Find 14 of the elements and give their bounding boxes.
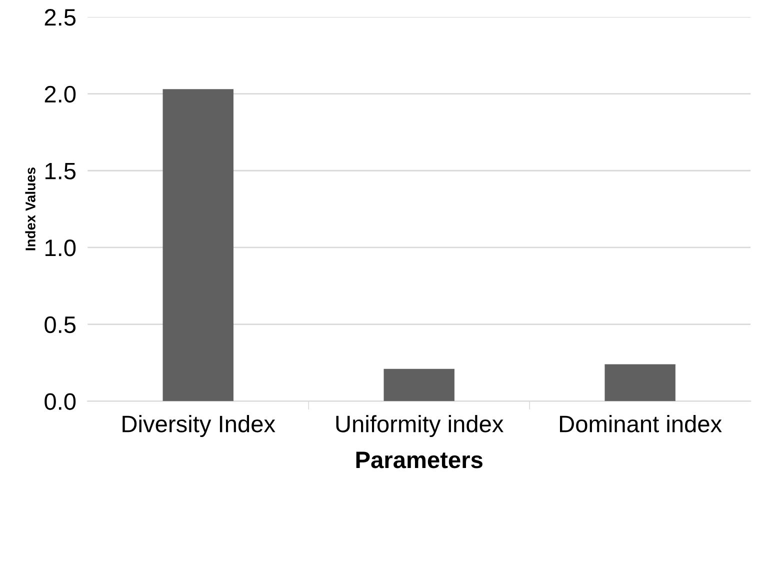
- y-tick-label: 0.5: [44, 316, 76, 334]
- y-tick-label: 1.0: [46, 240, 76, 256]
- bar: [384, 368, 454, 402]
- x-tick-label: Diversity Index: [122, 415, 276, 438]
- y-tick-label: 2.0: [44, 86, 76, 103]
- x-tick-label: Uniformity index: [336, 415, 504, 438]
- bar: [604, 364, 676, 402]
- y-tick-label: 0.0: [44, 393, 76, 410]
- x-axis-title: Parameters: [356, 452, 482, 468]
- bar: [162, 89, 234, 402]
- x-tick-label: Dominant index: [560, 415, 722, 432]
- y-tick-label: 1.5: [46, 162, 76, 180]
- y-axis-title: Index Values: [25, 168, 36, 250]
- y-tick-label: 2.5: [44, 9, 76, 26]
